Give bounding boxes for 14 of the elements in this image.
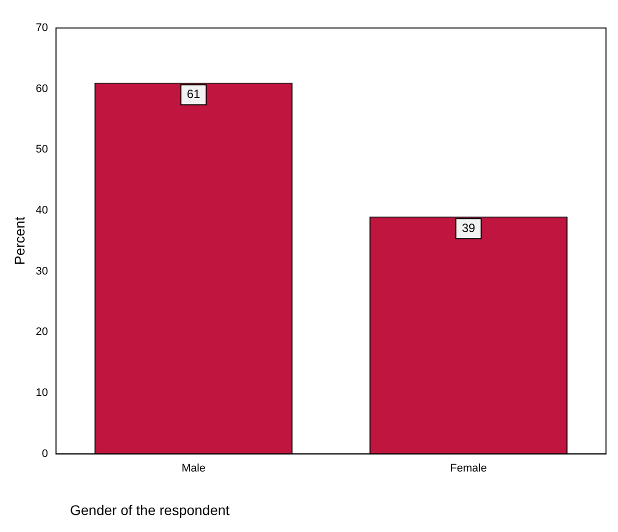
x-tick-label: Male — [182, 462, 206, 474]
y-tick-label: 0 — [42, 448, 48, 460]
y-tick-label: 70 — [36, 22, 48, 34]
y-tick-label: 60 — [36, 82, 48, 95]
data-label: 39 — [462, 220, 476, 235]
y-tick-label: 40 — [36, 204, 48, 217]
data-label: 61 — [186, 87, 201, 102]
y-axis-title: Percent — [11, 216, 28, 266]
y-tick-label: 30 — [36, 265, 48, 278]
y-tick-label: 20 — [36, 326, 48, 338]
x-axis-title: Gender of the respondent — [70, 502, 231, 518]
x-tick-label: Female — [450, 462, 487, 474]
y-tick-label: 50 — [36, 144, 48, 156]
y-tick-label: 10 — [36, 387, 48, 400]
